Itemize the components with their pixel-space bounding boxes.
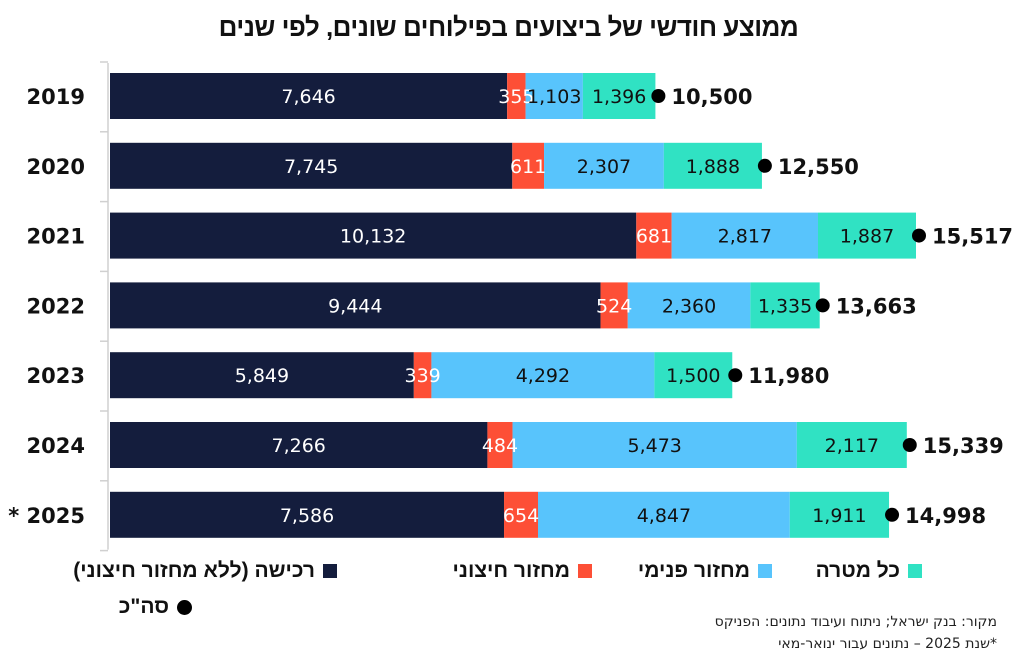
bar-segment	[817, 212, 916, 259]
data-label: 2,817	[718, 226, 772, 248]
data-label: 611	[510, 156, 546, 178]
data-label: 484	[482, 435, 518, 457]
bar-segment	[110, 491, 505, 538]
bar-segment	[431, 352, 655, 399]
legend-label: כל מטרה	[815, 559, 900, 582]
data-label: 1,887	[840, 226, 894, 248]
total-marker	[885, 507, 900, 522]
total-marker	[815, 298, 830, 313]
total-label: 13,663	[836, 294, 917, 318]
bar-segment	[582, 73, 656, 119]
bar-segment	[525, 73, 583, 119]
chart-title: ממוצע חודשי של ביצועים בפילוחים שונים, ל…	[218, 12, 799, 42]
total-marker	[651, 89, 666, 103]
data-label: 5,473	[627, 435, 681, 457]
data-label: 4,292	[516, 365, 570, 387]
category-label: 2019	[27, 85, 85, 109]
data-label: 10,132	[340, 226, 406, 248]
bar-segment	[507, 73, 526, 119]
bar-segment	[110, 73, 508, 119]
bar-segment	[487, 422, 513, 468]
bar-segment	[750, 282, 820, 329]
bar-segment	[110, 422, 488, 468]
data-label: 5,849	[235, 365, 289, 387]
category-label: 2023	[27, 364, 85, 388]
bars	[110, 73, 916, 538]
data-label: 7,266	[272, 435, 326, 457]
total-marker	[728, 368, 743, 383]
legend-swatch	[578, 564, 592, 578]
total-label: 11,980	[748, 364, 829, 388]
bar-segment	[110, 352, 414, 399]
data-label: 654	[503, 505, 539, 527]
legend-label: מחזור חיצוני	[452, 559, 570, 582]
category-label: 2022	[27, 294, 85, 318]
data-label: 1,335	[758, 295, 812, 317]
data-label: 2,307	[577, 156, 631, 178]
data-label: 2,360	[662, 295, 716, 317]
data-label: 7,586	[280, 505, 334, 527]
bar-segment	[627, 282, 751, 329]
total-marker	[757, 158, 772, 173]
bar-segment	[110, 282, 601, 329]
data-label: 9,444	[328, 295, 382, 317]
legend-item-total: סה"כ	[119, 595, 192, 619]
total-label: 15,339	[923, 434, 1004, 458]
bar-segment	[504, 491, 539, 538]
bar-segment	[110, 142, 513, 189]
legend-item-purchase: רכישה (ללא מחזור חיצוני)	[73, 559, 337, 583]
bar-segment	[789, 491, 890, 538]
legend-item-internal-refi: מחזור פנימי	[638, 559, 772, 583]
data-label: 355	[498, 86, 534, 108]
legend-label: רכישה (ללא מחזור חיצוני)	[73, 559, 315, 582]
legend-label: מחזור פנימי	[637, 559, 750, 582]
data-label: 4,847	[637, 505, 691, 527]
legend-swatch	[323, 564, 337, 578]
data-label: 1,500	[666, 365, 720, 387]
bar-segment	[110, 212, 637, 259]
data-label: 7,745	[284, 156, 338, 178]
legend-swatch	[908, 564, 922, 578]
data-label: 7,646	[281, 86, 335, 108]
data-label: 2,117	[825, 435, 879, 457]
bar-segment	[512, 142, 545, 189]
bar-segment	[636, 212, 672, 259]
data-label: 1,888	[686, 156, 740, 178]
bar-segment	[600, 282, 628, 329]
total-label: 15,517	[932, 225, 1013, 249]
total-label: 12,550	[778, 155, 859, 179]
bar-segment	[538, 491, 790, 538]
total-label: 10,500	[671, 85, 752, 109]
total-marker	[912, 228, 926, 243]
bar-segment	[512, 422, 797, 468]
legend-label: סה"כ	[118, 595, 169, 618]
data-label: 681	[636, 226, 672, 248]
bar-segment	[654, 352, 733, 399]
legend-item-external-refi: מחזור חיצוני	[453, 559, 592, 583]
total-dot-icon	[177, 599, 192, 615]
bar-segment	[663, 142, 762, 189]
total-label: 14,998	[905, 504, 986, 528]
bar-segment	[671, 212, 818, 259]
footnote: *שנת 2025 – נתונים עבור ינואר-מאי	[778, 636, 997, 652]
legend-swatch	[758, 564, 772, 578]
category-label: 2021	[27, 225, 85, 249]
source-note: מקור: בנק ישראל; ניתוח ועיבוד נתונים: הפ…	[714, 614, 997, 630]
bar-segment	[796, 422, 907, 468]
y-axis	[100, 61, 109, 552]
data-label: 339	[404, 365, 440, 387]
data-label: 1,911	[812, 505, 866, 527]
data-label: 1,103	[527, 86, 581, 108]
category-label: 2020	[27, 155, 85, 179]
category-label: * 2025	[8, 504, 85, 528]
data-label: 524	[596, 295, 632, 317]
category-label: 2024	[27, 434, 85, 458]
data-label: 1,396	[592, 86, 646, 108]
bar-segment	[544, 142, 664, 189]
bar-segment	[413, 352, 432, 399]
legend-item-general: כל מטרה	[816, 559, 922, 583]
total-marker	[902, 438, 917, 452]
